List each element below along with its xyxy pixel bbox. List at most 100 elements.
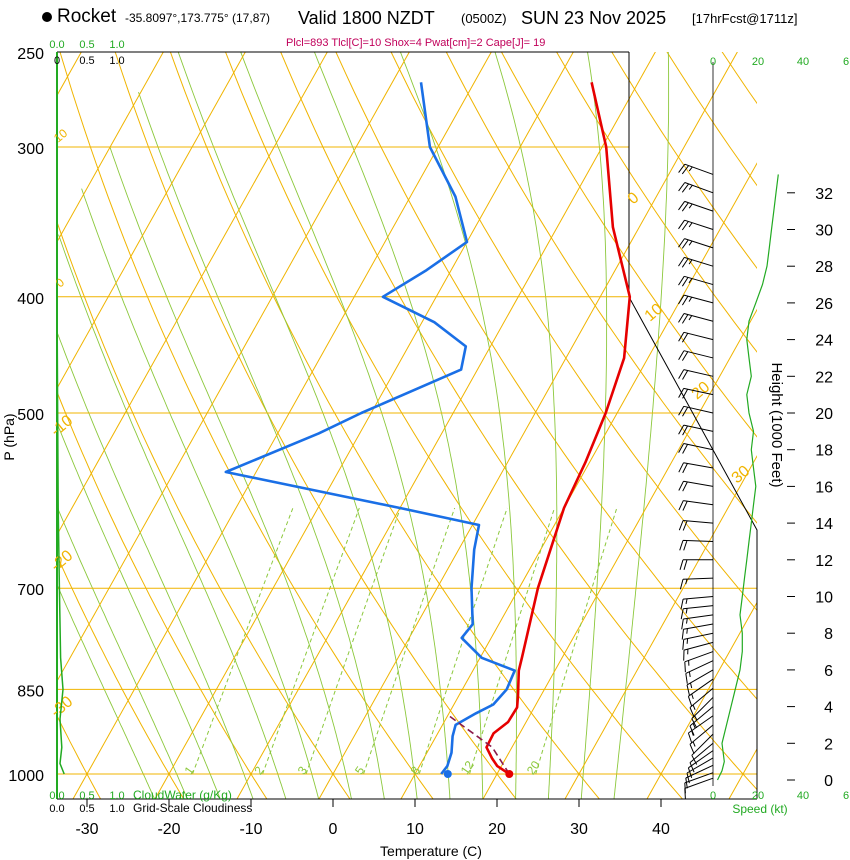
moist-adiabat xyxy=(399,52,517,799)
cloud-scale-top-label: 1.0 xyxy=(109,39,124,51)
forecast-run: [17hrFcst@1711z] xyxy=(692,11,798,26)
isotherm xyxy=(72,52,492,799)
pressure-tick-label: 1000 xyxy=(8,768,44,785)
height-tick-label: 30 xyxy=(815,223,833,240)
grid-cloud-scale-label: 0.0 xyxy=(49,803,64,815)
speed-scale-top-label: 0 xyxy=(710,56,716,68)
isotherm xyxy=(728,747,757,799)
cloud-water-line xyxy=(57,52,65,775)
dry-adiabat xyxy=(802,9,850,800)
isotherm xyxy=(482,308,757,799)
dry-adiabat xyxy=(390,52,757,612)
wind-barb xyxy=(678,387,714,399)
isotherm xyxy=(154,52,574,799)
dewpoint-line xyxy=(224,82,516,775)
isotherm xyxy=(318,52,738,799)
isotherm xyxy=(57,52,246,390)
isotherm-label: 10 xyxy=(642,301,667,326)
wind-barb xyxy=(678,500,714,511)
cloud-scale-top-label: 0.0 xyxy=(49,39,64,51)
wind-barb xyxy=(681,614,714,630)
moist-adiabat xyxy=(57,583,156,799)
pressure-tick-label: 700 xyxy=(17,582,44,599)
wind-barb xyxy=(678,313,714,324)
speed-axis-title: Speed (kt) xyxy=(732,802,787,816)
isotherm xyxy=(400,162,757,799)
wind-barb xyxy=(685,660,714,684)
pressure-tick-label: 850 xyxy=(17,683,44,700)
wind-barb xyxy=(686,669,714,696)
wind-barb xyxy=(685,764,714,789)
wind-barb xyxy=(678,405,714,417)
dry-adiabat xyxy=(611,52,757,270)
wind-barb xyxy=(679,577,714,590)
x-tick-label: 10 xyxy=(406,821,424,838)
x-tick-label: -10 xyxy=(239,821,262,838)
x-tick-label: -20 xyxy=(157,821,180,838)
mixing-ratio-line xyxy=(192,507,294,775)
height-tick-label: 20 xyxy=(815,406,833,423)
temperature-line xyxy=(485,82,632,776)
mixing-ratio-line xyxy=(363,507,456,775)
cloud-water-scale-label: 0.0 xyxy=(49,790,64,802)
cloud-scale-top-label: 0.5 xyxy=(79,39,94,51)
mixing-ratio-line xyxy=(262,507,360,775)
dry-adiabat xyxy=(748,9,850,800)
dry-adiabat xyxy=(500,52,757,438)
wind-barb xyxy=(678,238,714,249)
pressure-tick-label: 250 xyxy=(17,46,44,63)
surface-dewpoint-marker xyxy=(443,770,452,778)
wind-barb xyxy=(678,331,714,343)
mixing-ratio-label: 3 xyxy=(295,763,310,777)
height-tick-label: 8 xyxy=(824,626,833,643)
height-tick-label: 6 xyxy=(824,663,833,680)
wind-barb xyxy=(687,678,714,707)
dry-adiabat xyxy=(556,52,757,353)
dry-adiabat xyxy=(445,52,757,524)
wind-barb xyxy=(678,163,714,175)
isotherm xyxy=(0,9,24,800)
moist-adiabat xyxy=(109,146,352,799)
moist-adiabat xyxy=(57,330,254,799)
pressure-tick-label: 300 xyxy=(17,141,44,158)
cloud-water-scale-label: 1.0 xyxy=(109,790,124,802)
mixing-ratio-line xyxy=(535,507,618,775)
isotherm xyxy=(57,52,328,536)
dry-adiabat xyxy=(57,390,268,799)
plot-frame xyxy=(56,51,758,800)
grid-cloud-label: Grid-Scale Cloudiness xyxy=(133,801,252,815)
thermo-lines xyxy=(0,9,850,800)
mixing-ratio-label: 2 xyxy=(251,763,266,777)
moist-adiabat xyxy=(177,52,418,799)
moist-adiabat xyxy=(494,52,558,799)
dry-adiabat xyxy=(335,52,757,700)
isotherm xyxy=(57,52,82,97)
wind-barb xyxy=(681,623,714,640)
wind-barb xyxy=(689,724,714,754)
isotherm xyxy=(236,52,656,799)
wind-barb xyxy=(678,462,714,474)
height-tick-label: 28 xyxy=(815,259,833,276)
y-axis-title: P (hPa) xyxy=(1,413,17,460)
wind-barb xyxy=(687,750,714,778)
wind-barb xyxy=(686,757,714,784)
speed-scale-bottom-label: 6 xyxy=(843,790,849,802)
station-dot xyxy=(42,12,52,22)
wind-barb xyxy=(678,520,714,531)
dry-adiabat xyxy=(666,52,757,187)
height-tick-label: 4 xyxy=(824,700,833,717)
speed-scale-bottom-label: 40 xyxy=(797,790,809,802)
cloud-water-label: CloudWater (g/Kg) xyxy=(133,788,232,802)
wind-barb xyxy=(691,697,714,729)
moist-adiabat xyxy=(57,421,221,799)
moist-adiabat xyxy=(580,52,608,799)
speed-scale-bottom-label: 0 xyxy=(710,790,716,802)
moist-adiabat xyxy=(313,52,484,799)
dry-adiabat xyxy=(114,52,517,799)
cloud-water-scale-label: 0.5 xyxy=(79,790,94,802)
x-axis-title: Temperature (C) xyxy=(380,843,482,859)
x-tick-label: 40 xyxy=(652,821,670,838)
wind-barb xyxy=(680,605,714,620)
